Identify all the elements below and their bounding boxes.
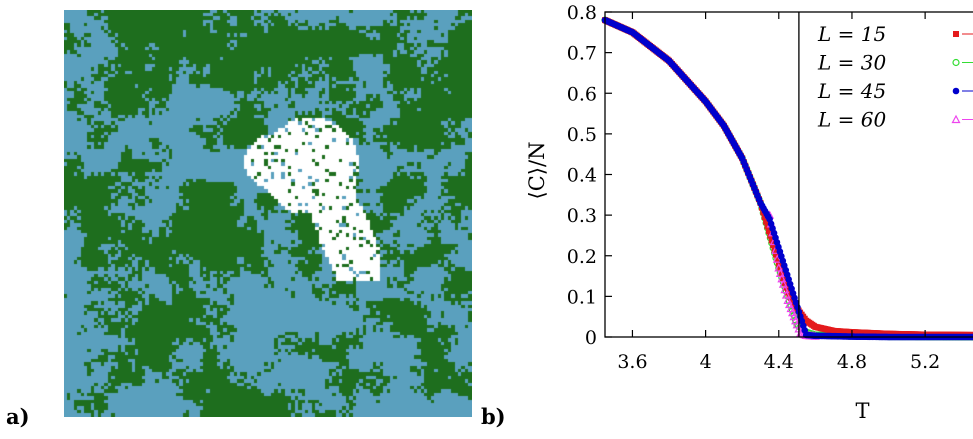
data-point [772,251,779,258]
y-tick-label: 0.8 [567,2,597,24]
x-axis-ticks: 3.6 4 4.4 4.8 5.2 [617,12,940,373]
x-tick-label: 4.4 [764,351,794,373]
panel-a-label: a) [6,404,30,429]
legend-entry-label: L = 60 [817,108,886,132]
data-point [774,263,784,272]
series-2 [601,16,973,341]
data-point [768,237,775,244]
order-parameter-chart: 3.6 4 4.4 4.8 5.2 00.10.20.30.40.50.60.70.8 … [525,2,973,423]
y-tick-label: 0.7 [567,43,597,65]
x-axis-label: T [855,399,869,423]
lattice-snapshot [64,10,472,417]
x-tick-label: 5.2 [910,351,940,373]
y-tick-label: 0.3 [567,205,597,227]
y-tick-label: 0.2 [567,246,597,268]
y-tick-label: 0 [585,327,597,349]
y-axis-label: ⟨C⟩/N [525,142,549,200]
lattice-canvas [64,10,472,417]
data-point [780,284,790,294]
y-tick-label: 0.5 [567,124,597,146]
y-axis-ticks: 0 0.1 0.2 0.3 0.4 0.5 0.6 0.7 0.8 [567,2,612,349]
y-tick-label: 0.6 [567,83,597,105]
data-point [777,274,787,283]
x-tick-label: 3.6 [617,351,647,373]
data-point [772,254,782,263]
data-point [953,31,959,37]
data-point [778,279,788,288]
legend-entry-label: L = 30 [817,51,886,75]
x-tick-label: 4.8 [837,351,867,373]
data-point [951,114,961,124]
data-point [763,218,770,225]
legend-entry-label: L = 15 [817,22,886,46]
data-point [952,87,960,95]
data-point [952,58,960,67]
data-point [761,214,768,220]
data-point [765,228,772,235]
legend-entry-label: L = 45 [817,79,886,103]
y-tick-label: 0.1 [567,286,597,308]
plot-marks [601,16,973,341]
data-point [781,290,791,299]
panel-b-label: b) [481,404,506,429]
data-point [775,268,785,277]
x-tick-label: 4 [700,351,712,373]
legend: L = 15 L = 30 L = 45 L = 60 [817,22,973,132]
y-tick-label: 0.4 [567,165,597,187]
data-point [774,256,781,263]
